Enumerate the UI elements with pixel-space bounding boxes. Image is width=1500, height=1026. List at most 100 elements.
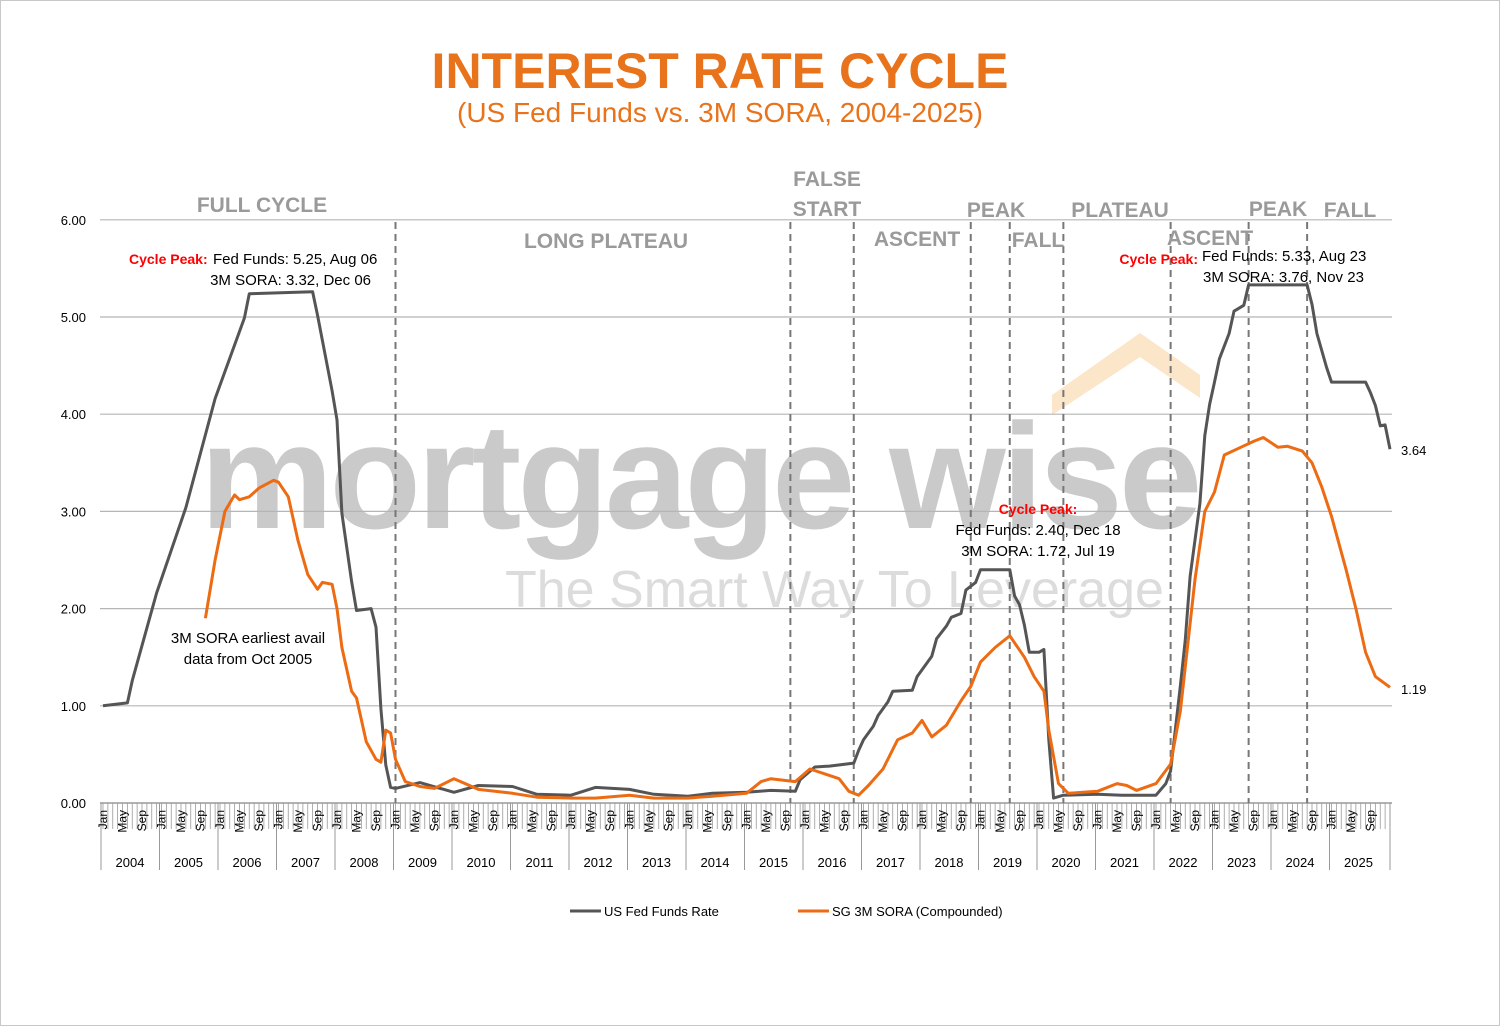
month-label: Sep	[428, 810, 442, 832]
phase-label: ASCENT	[1167, 227, 1254, 250]
y-axis: 0.00 1.00 2.00 3.00 4.00 5.00 6.00	[61, 213, 86, 811]
year-label: 2020	[1052, 855, 1081, 870]
x-axis: 2004 Jan May Sep 2005 Jan May Sep 2006 Jan May Sep 2…	[96, 803, 1391, 870]
month-label: May	[116, 810, 130, 833]
year-label: 2010	[467, 855, 496, 870]
month-label: Sep	[1247, 810, 1261, 832]
year-label: 2018	[935, 855, 964, 870]
month-label: Jan	[798, 810, 812, 829]
month-label: Jan	[1091, 810, 1105, 829]
month-label: Jan	[1266, 810, 1280, 829]
watermark-roof-icon	[1052, 333, 1200, 415]
month-label: May	[993, 810, 1007, 833]
month-label: Jan	[1325, 810, 1339, 829]
phase-label: FALL	[1324, 199, 1377, 222]
phase-label: ASCENT	[874, 228, 961, 251]
month-label: Jan	[1149, 810, 1163, 829]
month-label: May	[174, 810, 188, 833]
month-label: May	[1052, 810, 1066, 833]
legend: US Fed Funds Rate SG 3M SORA (Compounded…	[570, 904, 1003, 919]
phase-label: START	[793, 198, 862, 221]
month-label: May	[876, 810, 890, 833]
month-label: Sep	[194, 810, 208, 832]
phase-label: FALSE	[793, 168, 861, 191]
month-label: Jan	[272, 810, 286, 829]
month-label: May	[1227, 810, 1241, 833]
year-label: 2019	[993, 855, 1022, 870]
y-tick-label: 6.00	[61, 213, 86, 228]
month-label: Sep	[954, 810, 968, 832]
phase-label: PEAK	[1249, 198, 1307, 221]
month-label: May	[1286, 810, 1300, 833]
year-label: 2021	[1110, 855, 1139, 870]
sora-line	[203, 436, 1391, 800]
year-label: 2024	[1286, 855, 1315, 870]
cycle2-sora-annotation: 3M SORA: 1.72, Jul 19	[961, 543, 1114, 560]
cycle3-sora-annotation: 3M SORA: 3.76, Nov 23	[1203, 269, 1364, 286]
watermark-tagline: The Smart Way To Leverage	[505, 561, 1164, 619]
month-label: Jan	[213, 810, 227, 829]
phase-label: PEAK	[967, 199, 1025, 222]
month-label: May	[467, 810, 481, 833]
month-label: Jan	[1208, 810, 1222, 829]
year-label: 2012	[584, 855, 613, 870]
year-label: 2015	[759, 855, 788, 870]
month-label: Jan	[681, 810, 695, 829]
month-label: Sep	[1305, 810, 1319, 832]
month-label: Sep	[545, 810, 559, 832]
watermark-logo: mortgage wise The Smart Way To Leverage	[200, 333, 1202, 619]
y-tick-label: 4.00	[61, 407, 86, 422]
year-label: 2008	[350, 855, 379, 870]
watermark-brand: mortgage wise	[200, 392, 1198, 560]
month-label: Jan	[974, 810, 988, 829]
month-label: Sep	[135, 810, 149, 832]
month-label: May	[233, 810, 247, 833]
month-label: May	[701, 810, 715, 833]
cycle1-sora-annotation: 3M SORA: 3.32, Dec 06	[210, 272, 371, 289]
y-tick-label: 3.00	[61, 504, 86, 519]
month-label: Jan	[564, 810, 578, 829]
year-label: 2009	[408, 855, 437, 870]
chart-subtitle: (US Fed Funds vs. 3M SORA, 2004-2025)	[457, 97, 983, 128]
fed-funds-line	[102, 283, 1392, 800]
year-label: 2023	[1227, 855, 1256, 870]
month-label: May	[642, 810, 656, 833]
month-label: Sep	[837, 810, 851, 832]
month-label: Sep	[603, 810, 617, 832]
month-label: Sep	[1071, 810, 1085, 832]
month-label: Sep	[1364, 810, 1378, 832]
month-label: May	[584, 810, 598, 833]
month-label: May	[935, 810, 949, 833]
series-lines	[102, 283, 1392, 800]
month-label: May	[1110, 810, 1124, 833]
month-label: May	[350, 810, 364, 833]
month-label: May	[1344, 810, 1358, 833]
fed-end-label: 3.64	[1401, 443, 1426, 458]
month-label: Jan	[330, 810, 344, 829]
year-label: 2025	[1344, 855, 1373, 870]
cycle-peak-label: Cycle Peak:	[999, 501, 1078, 517]
sora-note: data from Oct 2005	[184, 651, 312, 668]
cycle-peak-label: Cycle Peak:	[129, 251, 208, 267]
month-label: Sep	[720, 810, 734, 832]
month-label: Jan	[389, 810, 403, 829]
month-label: May	[759, 810, 773, 833]
year-label: 2007	[291, 855, 320, 870]
cycle1-fed-annotation: Fed Funds: 5.25, Aug 06	[213, 251, 377, 268]
phase-label: PLATEAU	[1071, 199, 1169, 222]
y-tick-label: 2.00	[61, 602, 86, 617]
month-label: May	[818, 810, 832, 833]
phase-label: LONG PLATEAU	[524, 230, 688, 253]
y-tick-label: 0.00	[61, 796, 86, 811]
year-label: 2011	[526, 855, 554, 870]
phase-label: FULL CYCLE	[197, 194, 327, 217]
year-label: 2014	[701, 855, 730, 870]
month-label: Jan	[96, 810, 110, 829]
month-label: Sep	[252, 810, 266, 832]
y-tick-label: 1.00	[61, 699, 86, 714]
month-label: Sep	[369, 810, 383, 832]
month-label: May	[408, 810, 422, 833]
month-label: Jan	[857, 810, 871, 829]
month-label: Jan	[1032, 810, 1046, 829]
